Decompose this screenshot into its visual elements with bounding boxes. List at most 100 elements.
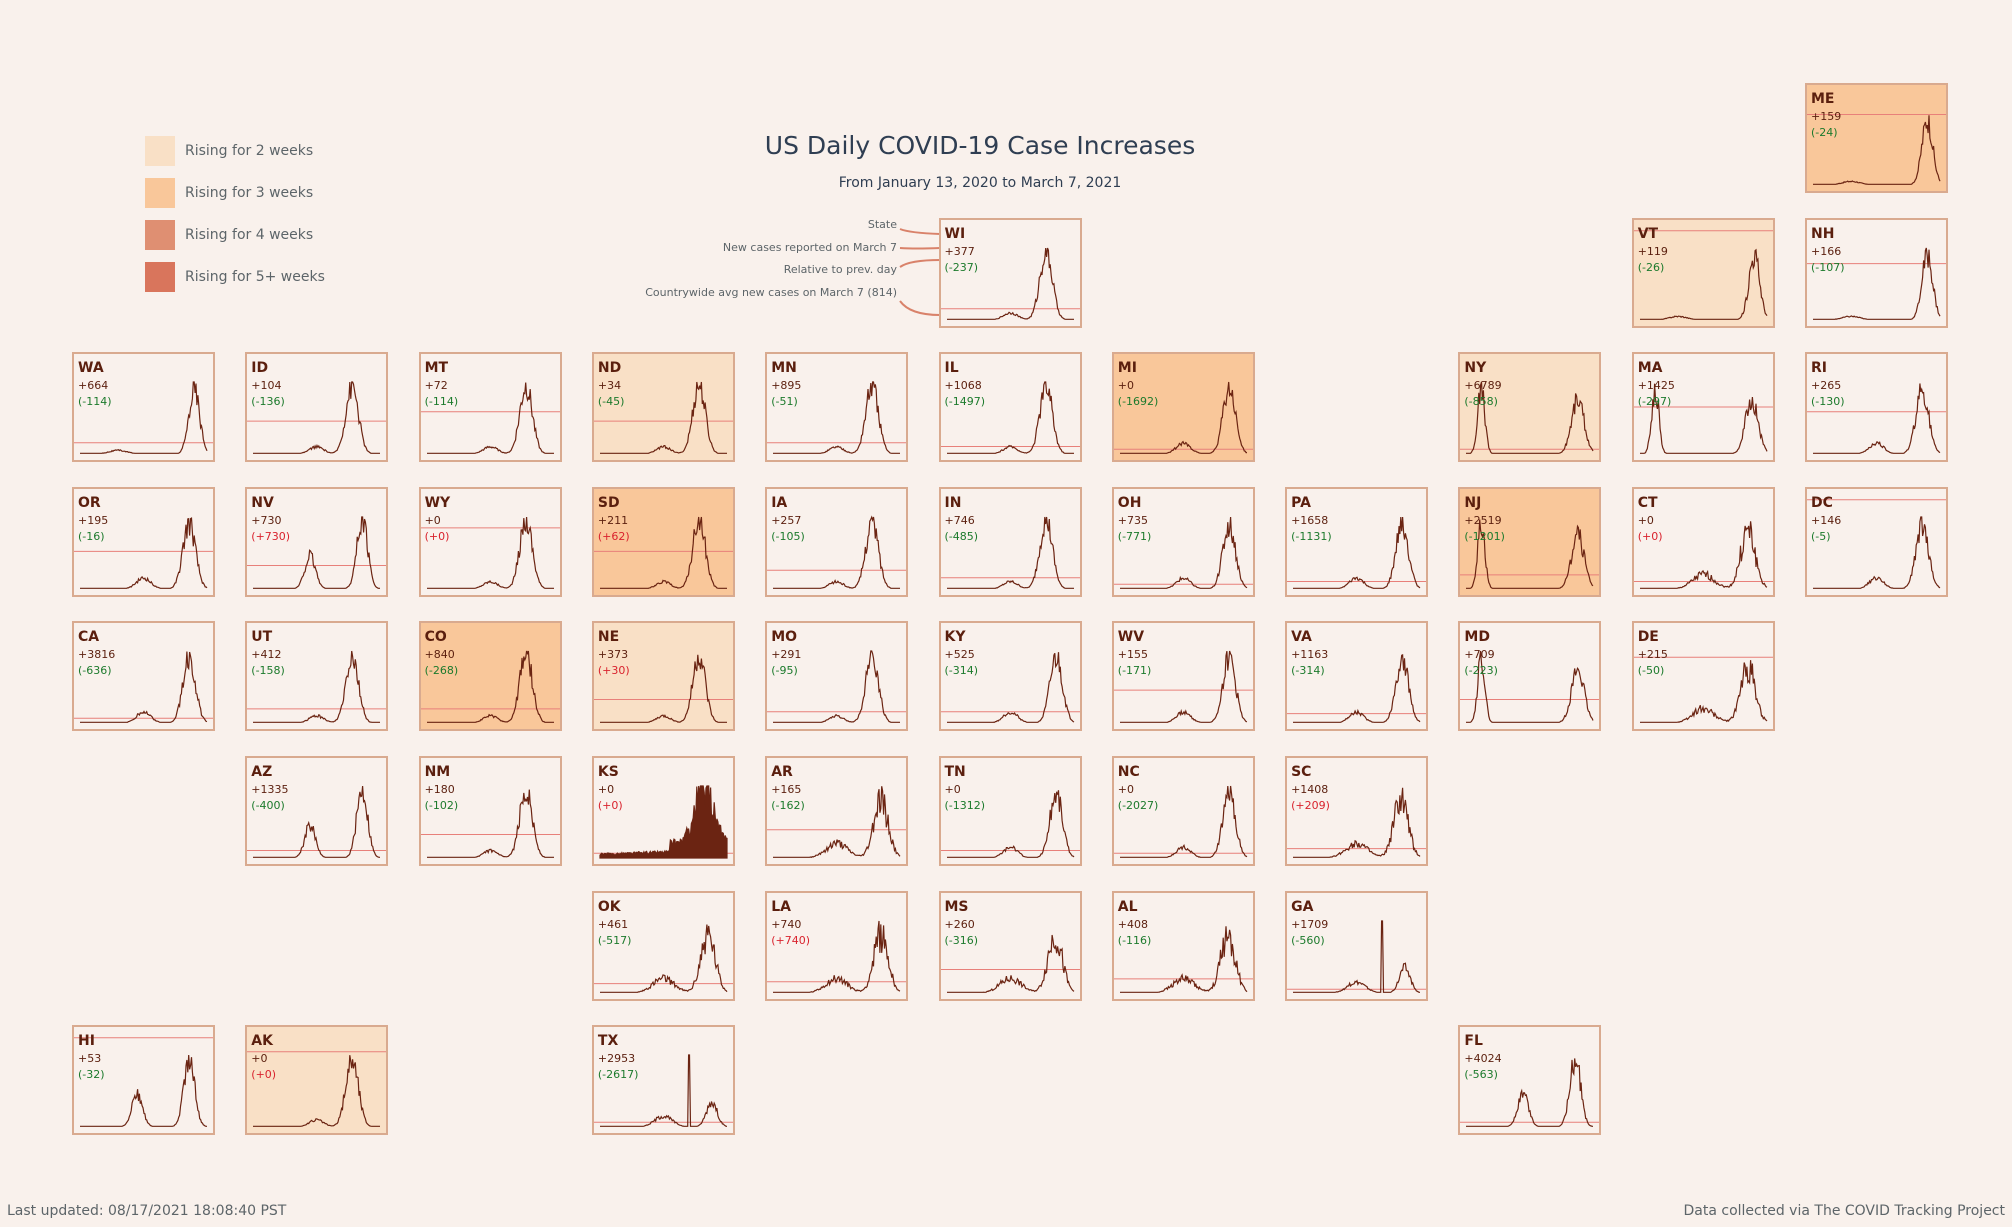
sparkline xyxy=(940,652,1080,724)
case-curve xyxy=(1813,247,1941,320)
callout-avg: Countrywide avg new cases on March 7 (81… xyxy=(645,286,897,299)
case-curve xyxy=(1639,248,1768,320)
case-curve xyxy=(1639,660,1768,724)
case-curve xyxy=(599,382,727,455)
case-curve xyxy=(426,516,554,589)
state-tile-ny: NY +6789 (-858) xyxy=(1458,352,1602,463)
state-tile-wy: WY +0 (+0) xyxy=(418,486,562,597)
legend-label: Rising for 5+ weeks xyxy=(185,269,325,285)
case-curve xyxy=(946,247,1074,320)
sparkline xyxy=(593,924,733,993)
state-label: CO xyxy=(424,629,447,646)
sparkline xyxy=(1807,383,1946,455)
new-cases: +735 xyxy=(1117,513,1149,527)
sparkline xyxy=(1460,382,1600,455)
chart-title: US Daily COVID-19 Case Increases xyxy=(764,131,1196,160)
new-cases: +257 xyxy=(771,513,802,527)
case-curve xyxy=(426,789,554,858)
case-curve xyxy=(426,382,554,455)
case-curve xyxy=(1639,383,1768,455)
case-curve xyxy=(1813,383,1941,455)
state-label: NE xyxy=(597,629,620,646)
change-vs-prev-day: (-32) xyxy=(78,1068,105,1082)
sparkline xyxy=(1287,654,1427,724)
new-cases: +709 xyxy=(1464,648,1495,662)
state-tile-oh: OH +735 (-771) xyxy=(1111,486,1255,597)
change-vs-prev-day: (-268) xyxy=(424,664,459,678)
new-cases: +730 xyxy=(251,513,282,527)
change-vs-prev-day: (-636) xyxy=(78,664,112,678)
sparkline xyxy=(247,516,387,589)
new-cases: +104 xyxy=(251,379,282,393)
case-curve xyxy=(1119,925,1248,993)
legend-swatch xyxy=(145,178,175,208)
change-vs-prev-day: (-237) xyxy=(944,260,979,274)
sparkline xyxy=(1807,247,1946,320)
state-tile-nm: NM +180 (-102) xyxy=(418,756,562,866)
case-curve xyxy=(773,381,901,455)
change-vs-prev-day: (-136) xyxy=(251,395,285,409)
change-vs-prev-day: (-858) xyxy=(1464,395,1498,409)
legend-swatch xyxy=(145,220,175,250)
sparkline xyxy=(940,934,1080,993)
change-vs-prev-day: (-485) xyxy=(944,529,979,543)
state-label: AK xyxy=(251,1033,273,1050)
new-cases: +377 xyxy=(944,244,975,258)
state-tile-nd: ND +34 (-45) xyxy=(591,352,735,463)
change-vs-prev-day: (+0) xyxy=(597,799,623,812)
sparkline xyxy=(767,786,907,858)
new-cases: +408 xyxy=(1117,917,1149,931)
new-cases: +746 xyxy=(944,513,975,527)
change-vs-prev-day: (-1201) xyxy=(1464,529,1505,543)
case-curve xyxy=(1119,785,1248,858)
sparkline xyxy=(247,1051,387,1128)
case-curve xyxy=(253,516,381,589)
change-vs-prev-day: (-563) xyxy=(1464,1068,1498,1082)
state-label: SD xyxy=(597,494,620,511)
legend-item: Rising for 4 weeks xyxy=(145,220,325,250)
case-curve xyxy=(1466,519,1594,589)
state-label: MA xyxy=(1637,360,1663,377)
state-label: HI xyxy=(78,1033,95,1050)
state-label: AR xyxy=(771,764,793,780)
change-vs-prev-day: (-107) xyxy=(1811,260,1845,274)
sparkline xyxy=(1287,787,1427,858)
sparkline xyxy=(593,516,733,589)
sparkline xyxy=(420,789,560,858)
state-tile-md: MD +709 (-223) xyxy=(1458,621,1602,732)
new-cases: +2953 xyxy=(597,1052,636,1066)
new-cases: +166 xyxy=(1811,244,1842,258)
change-vs-prev-day: (-130) xyxy=(1811,395,1845,409)
sparkline xyxy=(940,381,1080,455)
change-vs-prev-day: (-114) xyxy=(424,395,459,409)
case-curve xyxy=(1466,651,1594,724)
sparkline xyxy=(74,1037,213,1128)
state-label: DC xyxy=(1811,494,1833,511)
state-label: OH xyxy=(1117,494,1142,511)
sparkline xyxy=(1633,521,1773,589)
case-curve xyxy=(253,1055,381,1128)
state-tile-al: AL +408 (-116) xyxy=(1111,890,1255,1001)
change-vs-prev-day: (-400) xyxy=(251,799,285,812)
state-label: TX xyxy=(597,1033,619,1050)
last-updated: Last updated: 08/17/2021 18:08:40 PST xyxy=(7,1203,287,1219)
sparkline xyxy=(1113,382,1253,455)
state-label: AL xyxy=(1117,898,1138,915)
state-tile-nh: NH +166 (-107) xyxy=(1805,217,1948,328)
change-vs-prev-day: (+30) xyxy=(597,664,630,678)
state-label: AZ xyxy=(251,764,273,780)
change-vs-prev-day: (-95) xyxy=(771,664,798,678)
sparkline xyxy=(1633,229,1773,320)
sparkline xyxy=(940,247,1080,320)
state-label: MT xyxy=(424,360,449,377)
state-tile-nj: NJ +2519 (-1201) xyxy=(1458,486,1602,597)
new-cases: +72 xyxy=(424,379,448,393)
state-label: MS xyxy=(944,898,969,915)
case-curve xyxy=(1119,382,1247,455)
new-cases: +1709 xyxy=(1291,917,1329,931)
new-cases: +0 xyxy=(251,1052,268,1066)
change-vs-prev-day: (-171) xyxy=(1117,664,1152,678)
state-tile-pa: PA +1658 (-1131) xyxy=(1285,486,1429,597)
state-label: NV xyxy=(251,494,274,511)
new-cases: +34 xyxy=(597,379,622,393)
